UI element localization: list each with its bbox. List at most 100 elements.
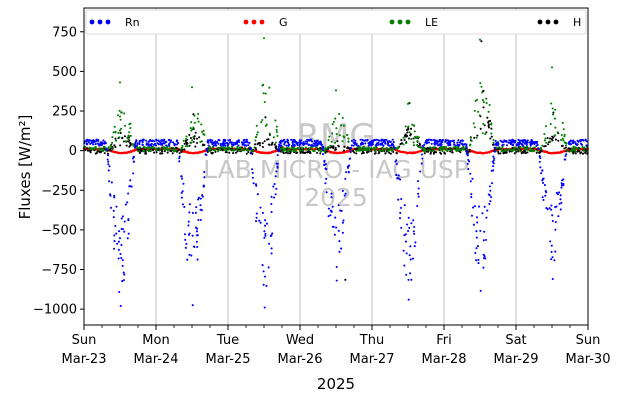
point-h	[195, 141, 199, 145]
point-rn	[412, 219, 415, 222]
point-rn	[465, 145, 468, 148]
point-rn	[476, 245, 480, 248]
point-le	[268, 132, 271, 135]
point-rn	[201, 195, 204, 198]
point-rn	[347, 171, 350, 174]
point-h	[440, 152, 443, 155]
point-rn	[542, 198, 545, 202]
point-rn	[430, 142, 433, 145]
point-rn	[285, 144, 288, 147]
point-rn	[197, 196, 201, 199]
point-rn	[218, 139, 221, 142]
point-rn	[279, 144, 282, 147]
point-rn	[448, 143, 451, 147]
point-rn	[255, 184, 258, 187]
point-le	[488, 103, 491, 107]
point-rn	[548, 207, 551, 210]
point-rn	[344, 177, 347, 180]
point-le	[283, 149, 286, 152]
point-rn	[276, 165, 279, 168]
point-h	[166, 151, 169, 154]
point-rn	[554, 250, 557, 253]
point-le	[484, 132, 487, 136]
point-rn	[457, 139, 460, 142]
point-le	[290, 149, 293, 152]
point-rn	[386, 142, 389, 145]
watermark-line-2: LAB MICRO - IAG USP	[203, 155, 469, 184]
point-rn	[404, 240, 408, 243]
point-rn	[410, 278, 413, 281]
point-le	[482, 122, 485, 125]
point-h	[334, 148, 337, 151]
point-rn	[381, 142, 384, 145]
point-le	[250, 150, 253, 153]
point-rn	[173, 144, 176, 147]
point-rn	[270, 252, 273, 255]
point-le	[243, 146, 246, 150]
point-h	[567, 147, 570, 150]
point-h	[128, 141, 131, 144]
point-h	[198, 136, 201, 139]
point-rn	[333, 233, 336, 236]
point-rn	[482, 253, 485, 256]
point-rn	[529, 143, 532, 146]
point-rn	[409, 245, 412, 248]
point-h	[113, 144, 116, 147]
point-le	[562, 128, 565, 131]
point-le	[143, 150, 146, 153]
point-rn	[392, 141, 395, 144]
point-rn	[160, 143, 163, 146]
point-rn	[298, 144, 301, 147]
x-tick-date: Mar-30	[566, 352, 611, 367]
point-rn	[123, 220, 126, 223]
point-rn	[560, 184, 563, 187]
point-le	[275, 128, 278, 131]
point-rn	[497, 142, 500, 145]
point-rn	[107, 160, 110, 163]
point-rn	[551, 220, 554, 223]
point-rn	[492, 159, 495, 162]
point-rn	[545, 191, 548, 194]
point-rn	[352, 144, 355, 147]
point-rn	[375, 138, 378, 141]
point-h	[336, 140, 339, 143]
point-le	[325, 147, 328, 150]
point-rn	[270, 247, 273, 250]
point-rn	[275, 187, 278, 190]
point-h	[258, 144, 262, 147]
point-rn	[541, 169, 544, 172]
point-le	[262, 92, 265, 95]
point-rn	[121, 264, 124, 267]
point-rn	[469, 180, 472, 183]
point-h	[127, 140, 130, 143]
point-rn	[514, 139, 517, 142]
point-rn	[417, 192, 420, 195]
point-le	[264, 92, 267, 95]
point-h	[532, 147, 535, 150]
point-le	[196, 117, 199, 120]
point-rn	[349, 150, 352, 153]
point-rn	[120, 227, 123, 231]
point-rn	[341, 189, 344, 193]
point-rn	[178, 155, 181, 158]
point-rn	[367, 144, 370, 147]
point-rn	[129, 185, 132, 188]
point-le	[333, 141, 337, 144]
point-rn	[448, 140, 451, 144]
point-rn	[104, 142, 107, 145]
point-rn	[255, 216, 258, 219]
point-le	[444, 146, 448, 149]
point-rn	[118, 290, 121, 294]
point-rn	[212, 144, 215, 147]
point-rn	[88, 139, 91, 142]
point-rn	[91, 140, 94, 143]
point-le	[562, 139, 565, 142]
point-rn	[546, 208, 549, 211]
point-le	[481, 99, 485, 102]
point-h	[554, 138, 557, 141]
point-rn	[479, 229, 482, 232]
point-le	[543, 139, 546, 142]
point-rn	[395, 159, 398, 162]
point-rn	[335, 226, 338, 229]
point-rn	[107, 163, 110, 166]
